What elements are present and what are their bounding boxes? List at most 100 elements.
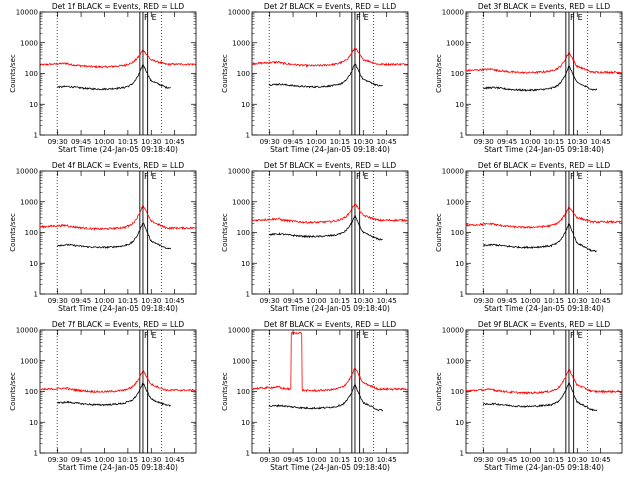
y-axis-label: Counts/sec bbox=[221, 213, 229, 252]
x-tick-label: 10:45 bbox=[591, 138, 611, 146]
panel-det-4: Det 4f BLACK = Events, RED = LLD 1 10 100 10… bbox=[9, 161, 197, 313]
mark-e: E bbox=[152, 172, 157, 181]
series-events bbox=[482, 381, 598, 412]
x-tick-label: 09:30 bbox=[474, 456, 494, 464]
x-tick-label: 10:15 bbox=[118, 297, 138, 305]
series-lld bbox=[465, 206, 622, 229]
x-tick-label: 10:30 bbox=[141, 297, 161, 305]
x-axis-label: Start Time (24-Jan-05 09:18:40) bbox=[270, 145, 390, 154]
x-tick-label: 10:15 bbox=[118, 456, 138, 464]
y-tick-label: 10 bbox=[455, 101, 464, 109]
panel-det-5: Det 5f BLACK = Events, RED = LLD 1 10 100 10… bbox=[221, 161, 409, 313]
y-tick-label: 100 bbox=[237, 229, 250, 237]
x-tick-label: 10:00 bbox=[94, 297, 114, 305]
x-tick-label: 10:45 bbox=[165, 138, 185, 146]
x-tick-label: 09:45 bbox=[71, 297, 91, 305]
y-tick-label: 10000 bbox=[442, 327, 464, 335]
x-tick-label: 09:30 bbox=[48, 456, 68, 464]
y-tick-label: 10 bbox=[241, 419, 250, 427]
x-tick-label: 09:30 bbox=[48, 138, 68, 146]
panel-det-9: Det 9f BLACK = Events, RED = LLD 1 10 100 10… bbox=[435, 320, 623, 472]
panel-title: Det 7f BLACK = Events, RED = LLD bbox=[52, 320, 185, 329]
x-tick-label: 09:30 bbox=[474, 138, 494, 146]
x-tick-label: 10:00 bbox=[306, 297, 326, 305]
x-axis-label: Start Time (24-Jan-05 09:18:40) bbox=[270, 463, 390, 472]
y-tick-label: 100 bbox=[25, 70, 38, 78]
y-tick-label: 10 bbox=[241, 101, 250, 109]
mark-f: F bbox=[570, 331, 575, 340]
plot-frame bbox=[465, 170, 623, 295]
y-tick-label: 100 bbox=[25, 229, 38, 237]
series-lld bbox=[465, 368, 622, 395]
mark-e: E bbox=[152, 13, 157, 22]
mark-f: F bbox=[144, 172, 149, 181]
x-tick-label: 09:45 bbox=[71, 138, 91, 146]
series-events bbox=[268, 383, 384, 412]
plot-frame bbox=[39, 170, 197, 295]
y-tick-label: 10 bbox=[29, 260, 38, 268]
y-tick-label: 1 bbox=[34, 132, 38, 140]
x-tick-label: 10:30 bbox=[353, 138, 373, 146]
x-tick-label: 09:30 bbox=[260, 456, 280, 464]
panel-title: Det 1f BLACK = Events, RED = LLD bbox=[52, 2, 185, 11]
y-tick-label: 100 bbox=[451, 388, 464, 396]
y-tick-label: 10 bbox=[455, 260, 464, 268]
x-tick-label: 10:15 bbox=[330, 138, 350, 146]
x-tick-label: 10:15 bbox=[330, 456, 350, 464]
y-tick-label: 100 bbox=[451, 229, 464, 237]
y-tick-label: 10000 bbox=[442, 168, 464, 176]
panel-det-8: Det 8f BLACK = Events, RED = LLD 1 10 100 10… bbox=[221, 320, 409, 472]
x-tick-label: 10:30 bbox=[567, 456, 587, 464]
x-axis-label: Start Time (24-Jan-05 09:18:40) bbox=[484, 304, 604, 313]
mark-f: F bbox=[356, 13, 361, 22]
x-tick-label: 09:45 bbox=[283, 297, 303, 305]
series-events bbox=[56, 380, 171, 407]
y-tick-label: 10 bbox=[29, 101, 38, 109]
series-lld bbox=[466, 52, 622, 75]
x-tick-label: 10:15 bbox=[544, 456, 564, 464]
y-tick-label: 100 bbox=[25, 388, 38, 396]
plot-frame bbox=[251, 11, 409, 136]
x-axis-label: Start Time (24-Jan-05 09:18:40) bbox=[484, 463, 604, 472]
y-tick-label: 10000 bbox=[228, 327, 250, 335]
y-tick-label: 10 bbox=[29, 419, 38, 427]
x-tick-label: 10:45 bbox=[165, 456, 185, 464]
mark-f: F bbox=[144, 331, 149, 340]
mark-e: E bbox=[364, 13, 369, 22]
panel-title: Det 6f BLACK = Events, RED = LLD bbox=[478, 161, 611, 170]
x-tick-label: 10:15 bbox=[118, 138, 138, 146]
x-axis-label: Start Time (24-Jan-05 09:18:40) bbox=[58, 145, 178, 154]
mark-e: E bbox=[578, 13, 583, 22]
x-tick-label: 10:30 bbox=[141, 138, 161, 146]
x-axis-label: Start Time (24-Jan-05 09:18:40) bbox=[58, 463, 178, 472]
panel-title: Det 2f BLACK = Events, RED = LLD bbox=[264, 2, 397, 11]
y-tick-label: 10000 bbox=[228, 9, 250, 17]
x-tick-label: 09:30 bbox=[48, 297, 68, 305]
y-tick-label: 1 bbox=[460, 291, 464, 299]
series-lld bbox=[39, 48, 196, 69]
y-tick-label: 1000 bbox=[446, 357, 464, 365]
mark-e: E bbox=[578, 331, 583, 340]
y-tick-label: 1 bbox=[460, 132, 464, 140]
x-tick-label: 09:45 bbox=[283, 138, 303, 146]
mark-e: E bbox=[152, 331, 157, 340]
x-tick-label: 10:30 bbox=[353, 456, 373, 464]
x-tick-label: 10:45 bbox=[377, 138, 397, 146]
y-tick-label: 10000 bbox=[16, 168, 38, 176]
y-tick-label: 100 bbox=[451, 70, 464, 78]
plot-frame bbox=[251, 329, 409, 454]
x-tick-label: 10:00 bbox=[520, 456, 540, 464]
series-events bbox=[268, 214, 383, 241]
mark-e: E bbox=[578, 172, 583, 181]
y-axis-label: Counts/sec bbox=[435, 54, 443, 93]
panel-title: Det 3f BLACK = Events, RED = LLD bbox=[478, 2, 611, 11]
series-events bbox=[268, 63, 383, 89]
y-tick-label: 1000 bbox=[446, 198, 464, 206]
series-lld bbox=[39, 369, 196, 394]
mark-f: F bbox=[570, 172, 575, 181]
mark-f: F bbox=[356, 331, 361, 340]
x-tick-label: 10:15 bbox=[544, 297, 564, 305]
series-lld bbox=[251, 203, 408, 225]
mark-e: E bbox=[364, 331, 369, 340]
